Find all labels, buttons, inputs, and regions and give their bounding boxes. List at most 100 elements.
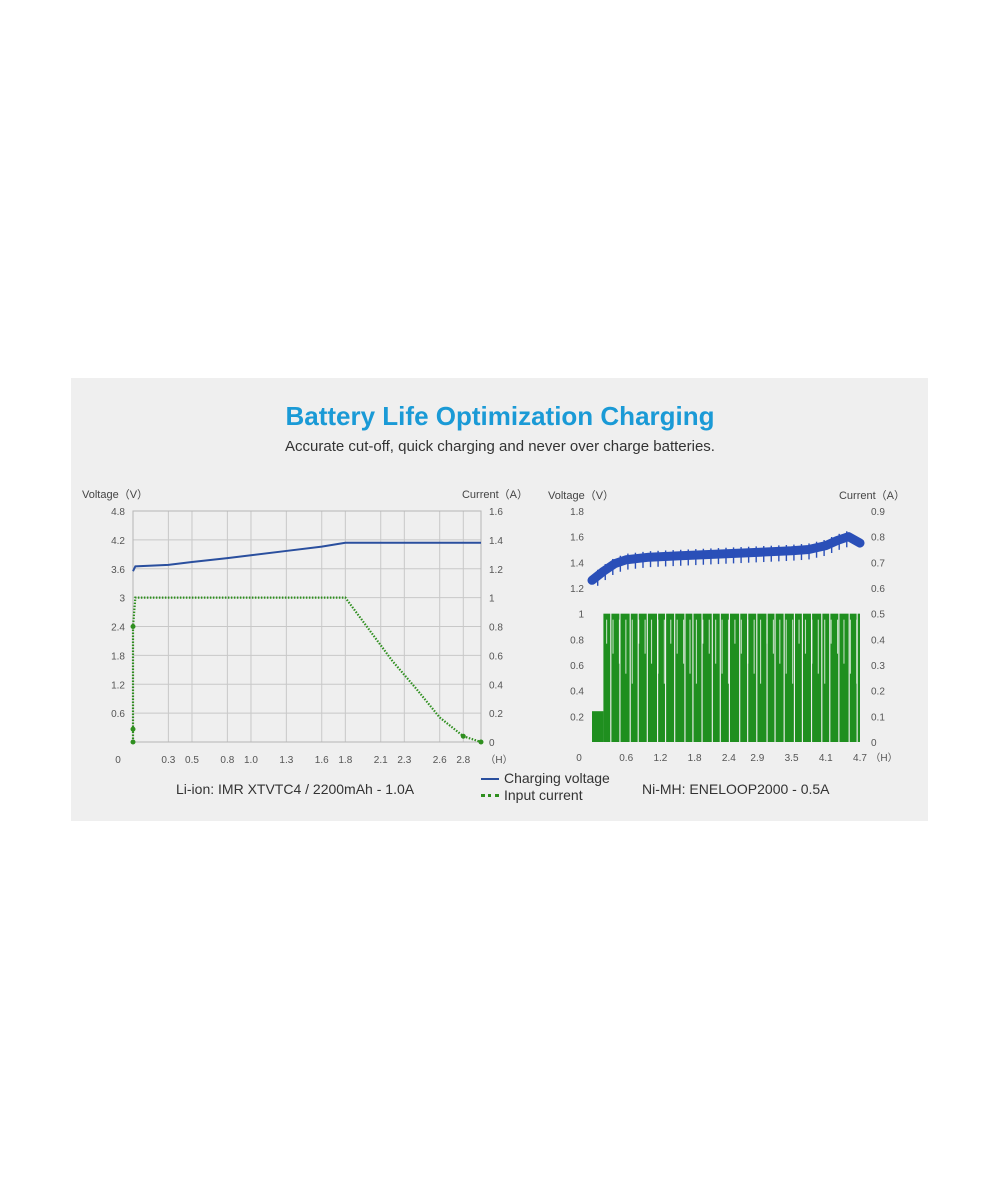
legend-voltage-swatch [481,777,499,780]
page-title: Battery Life Optimization Charging [285,401,715,431]
y-right-tick-label: 0.8 [871,533,885,544]
x-tick-label: 1.8 [688,753,702,764]
current-pulse [647,613,658,742]
current-pulse [757,613,767,742]
current-pulse [675,613,685,742]
current-pulse [666,613,675,742]
page-subtitle: Accurate cut-off, quick charging and nev… [285,438,715,455]
ni-mh-caption: Ni-MH: ENELOOP2000 - 0.5A [642,781,830,797]
y-left-tick-label: 1.6 [570,533,584,544]
x-tick-label: 0.5 [185,755,199,766]
y-left-axis-title: Voltage（V） [82,488,148,501]
y-left-tick-label: 3.6 [111,565,125,576]
current-pulse [784,613,794,742]
y-left-tick-label: 1.8 [570,507,584,518]
legend: Charging voltage Input current [481,770,610,804]
y-right-tick-label: 0.4 [489,680,503,691]
current-marker [130,739,136,745]
y-right-tick-label: 0 [871,738,877,749]
x-unit-label: （H） [870,752,897,764]
current-pulse [658,613,665,742]
y-left-tick-label: 1.2 [111,680,125,691]
y-right-tick-label: 0.9 [871,507,885,518]
current-pulse [839,613,849,742]
voltage-series-line [132,541,481,572]
x-tick-label: 1.6 [315,755,329,766]
x-unit-label: （H） [485,754,512,766]
y-right-tick-label: 0.1 [871,712,885,723]
y-right-tick-label: 1.6 [489,507,503,518]
chart-panel [71,378,928,821]
current-marker [130,726,136,732]
y-right-tick-label: 0.3 [871,661,885,672]
x-tick-label: 1.3 [279,755,293,766]
x-tick-label: 1.2 [653,753,667,764]
x-tick-label: 1.8 [338,755,352,766]
current-pulse [775,613,784,742]
y-right-tick-label: 1.2 [489,565,503,576]
y-right-tick-label: 1 [489,594,495,605]
current-pulse [693,613,702,742]
x-tick-label: 2.6 [433,755,447,766]
current-marker [130,624,136,629]
y-left-tick-label: 3 [119,594,125,605]
y-right-tick-label: 0.2 [871,687,885,698]
y-left-tick-label: 1.8 [111,651,125,662]
x-origin-label: 0 [115,755,121,766]
legend-voltage-label: Charging voltage [504,770,610,786]
current-pulse [712,613,720,742]
current-pulse [767,613,775,742]
legend-current-label: Input current [504,787,583,803]
current-pulse [794,613,802,742]
y-left-tick-label: 1.2 [570,584,584,595]
current-pulse [611,613,620,742]
current-pulse [729,613,740,742]
current-pulse [630,613,638,742]
y-right-axis-title: Current（A） [839,489,905,502]
y-right-tick-label: 0.5 [871,610,885,621]
current-pulse [849,613,857,742]
y-right-tick-label: 0.4 [871,635,885,646]
current-pulse [812,613,822,742]
y-right-tick-label: 0.2 [489,709,503,720]
y-right-tick-label: 0.8 [489,623,503,634]
current-pulse [748,613,757,742]
legend-item-voltage: Charging voltage [481,770,610,787]
y-right-tick-label: 0.6 [871,584,885,595]
legend-item-current: Input current [481,787,610,804]
current-pulse [685,613,693,742]
x-tick-label: 1.0 [244,755,258,766]
x-tick-label: 2.9 [750,753,764,764]
y-right-tick-label: 0.6 [489,651,503,662]
y-left-tick-label: 4.8 [111,507,125,518]
current-marker [478,739,484,745]
current-pulse [822,613,830,742]
x-tick-label: 2.1 [374,755,388,766]
y-left-tick-label: 1 [578,610,584,621]
y-right-tick-label: 0.7 [871,558,885,569]
current-pulse [857,613,860,742]
y-left-tick-label: 0.8 [570,635,584,646]
current-precharge-block [592,711,604,742]
current-pulse [720,613,729,742]
y-left-tick-label: 0.6 [111,709,125,720]
y-left-tick-label: 4.2 [111,536,125,547]
current-pulse [740,613,748,742]
current-pulse [702,613,712,742]
y-right-tick-label: 0 [489,738,495,749]
y-left-tick-label: 1.4 [570,558,584,569]
current-series-line [131,596,482,744]
voltage-series-band [587,532,865,585]
current-pulse [830,613,839,742]
y-right-axis-title: Current（A） [462,488,528,501]
x-tick-label: 2.3 [397,755,411,766]
current-series-group [592,613,860,742]
x-origin-label: 0 [576,753,582,764]
legend-current-swatch [481,794,499,797]
x-tick-label: 4.1 [819,753,833,764]
x-tick-label: 2.4 [722,753,736,764]
x-tick-label: 3.5 [785,753,799,764]
x-tick-label: 0.3 [161,755,175,766]
